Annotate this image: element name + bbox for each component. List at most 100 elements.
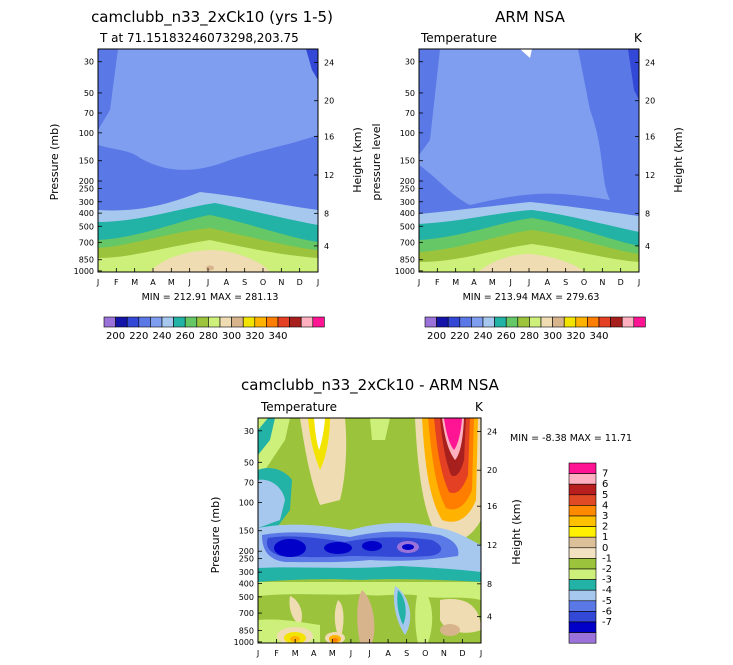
pressure-tick-label: 300: [79, 198, 94, 207]
pressure-tick-label: 50: [84, 89, 94, 98]
panel-model: camclubb_n33_2xCk10 (yrs 1-5) T at 71.15…: [48, 8, 364, 342]
colorbar-label: 2: [602, 522, 608, 533]
month-tick-label: J: [637, 278, 640, 287]
month-tick-label: N: [599, 278, 605, 287]
colorbar-swatch: [568, 621, 597, 633]
colorbar-swatch: [436, 316, 449, 328]
colorbar-swatch: [575, 316, 588, 328]
month-tick-label: N: [278, 278, 284, 287]
month-tick-label: J: [417, 278, 420, 287]
contour-fill-minus1-to-minus2: [415, 586, 433, 643]
month-tick-label: N: [441, 649, 447, 658]
month-tick-label: S: [242, 278, 247, 287]
colorbar-swatch: [568, 473, 597, 485]
colorbar-swatch: [529, 316, 542, 328]
colorbar-swatch: [568, 515, 597, 527]
colorbar-label: -1: [602, 553, 612, 564]
colorbar-swatch: [598, 316, 611, 328]
height-tick-label: 8: [487, 580, 492, 589]
colorbar-label: -2: [602, 564, 612, 575]
height-tick-label: 12: [324, 171, 334, 180]
colorbar-swatch: [494, 316, 507, 328]
colorbar-label: 260: [497, 331, 516, 342]
panel-model-subtitle: T at 71.15183246073298,203.75: [99, 31, 299, 45]
height-tick-label: 20: [487, 466, 497, 475]
panel-obs-units: K: [634, 31, 643, 45]
colorbar-label: 220: [129, 331, 148, 342]
pressure-tick-label: 400: [239, 580, 254, 589]
month-tick-label: J: [206, 278, 209, 287]
contour-fill-225: [419, 49, 440, 155]
panel-diff-ylabel: Pressure (mb): [209, 497, 222, 574]
contour-fill-225: [98, 49, 118, 130]
pressure-tick-label: 50: [244, 458, 254, 467]
panel-diff-stats: MIN = -8.38 MAX = 11.71: [510, 433, 632, 444]
pressure-tick-label: 400: [400, 209, 415, 218]
pressure-tick-label: 700: [400, 238, 415, 247]
colorbar-swatch: [150, 316, 163, 328]
colorbar-swatch: [568, 462, 597, 474]
height-tick-label: 4: [487, 613, 492, 622]
colorbar-label: 340: [268, 331, 287, 342]
contour-fill-minus6-to-minus7: [274, 539, 306, 557]
height-tick-label: 12: [645, 171, 655, 180]
month-tick-label: A: [545, 278, 551, 287]
pressure-tick-label: 300: [239, 568, 254, 577]
contour-fill-minus6-to-minus7: [362, 541, 382, 551]
pressure-tick-label: 150: [400, 157, 415, 166]
month-tick-label: A: [311, 649, 317, 658]
pressure-tick-label: 500: [79, 222, 94, 231]
month-tick-label: J: [527, 278, 530, 287]
colorbar-swatch: [173, 316, 186, 328]
pressure-tick-label: 300: [400, 198, 415, 207]
colorbar-swatch: [568, 611, 597, 623]
pressure-tick-label: 150: [79, 157, 94, 166]
month-tick-label: S: [404, 649, 409, 658]
height-tick-label: 24: [324, 58, 334, 67]
panel-diff-units: K: [475, 400, 484, 414]
colorbar-swatch: [266, 316, 279, 328]
height-tick-label: 20: [645, 97, 655, 106]
pressure-tick-label: 70: [405, 109, 415, 118]
panel-model-ylabel-right: Height (km): [351, 127, 364, 193]
pressure-tick-label: 1000: [395, 267, 415, 276]
colorbar-label: 280: [199, 331, 218, 342]
contour-fill-minus3-to-minus4: [258, 479, 285, 528]
colorbar-swatch: [633, 316, 646, 328]
colorbar-swatch: [471, 316, 484, 328]
pressure-tick-label: 1000: [234, 638, 254, 647]
colorbar-swatch: [115, 316, 128, 328]
colorbar-swatch: [568, 547, 597, 559]
colorbar-label: 5: [602, 490, 608, 501]
colorbar-swatch: [568, 579, 597, 591]
contour-fill-0-to-1: [289, 596, 302, 625]
contour-fill-minus2-to-minus3: [397, 590, 406, 625]
panel-obs-ylabel-right: Height (km): [672, 127, 685, 193]
contour-fill-1-to-2: [357, 590, 375, 643]
month-tick-label: J: [367, 649, 370, 658]
colorbar-swatch: [552, 316, 565, 328]
height-tick-label: 16: [645, 132, 655, 141]
pressure-tick-label: 500: [400, 222, 415, 231]
pressure-tick-label: 250: [239, 555, 254, 564]
colorbar-swatch: [103, 316, 116, 328]
month-tick-label: D: [297, 278, 303, 287]
colorbar-swatch: [568, 505, 597, 517]
month-tick-label: F: [114, 278, 119, 287]
pressure-tick-label: 70: [84, 109, 94, 118]
colorbar-swatch: [184, 316, 198, 328]
pressure-tick-label: 200: [79, 177, 94, 186]
panel-diff-contours: [258, 418, 481, 643]
colorbar-label: -7: [602, 617, 612, 628]
colorbar-swatch: [424, 316, 437, 328]
colorbar-swatch: [300, 316, 314, 328]
panel-obs-title: ARM NSA: [495, 8, 565, 26]
pressure-tick-label: 400: [79, 209, 94, 218]
month-tick-label: O: [422, 649, 428, 658]
pressure-tick-label: 200: [400, 177, 415, 186]
panel-obs: ARM NSA Temperature K 305070100150200250…: [370, 8, 685, 342]
colorbar-swatch: [568, 600, 597, 612]
colorbar-label: 1: [602, 532, 608, 543]
